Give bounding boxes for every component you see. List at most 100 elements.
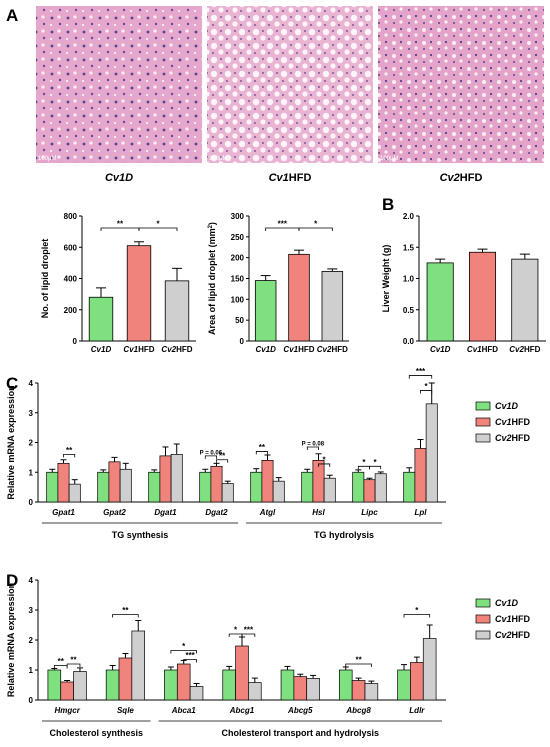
significance-bracket [241,633,256,637]
legend-label: Cv1HFD [495,614,531,624]
significance-bracket [298,227,333,231]
bar [47,669,62,701]
bar [321,271,344,342]
bar [351,680,366,701]
x-tick-label: Lpl [415,508,428,517]
bar [210,465,223,503]
bar [164,280,190,342]
significance-bracket [216,459,229,463]
y-axis-label: Relative mRNA expression [6,385,16,499]
bar [414,448,427,503]
legend-label: Cv1D [495,401,519,411]
x-tick-label: Atgl [259,508,276,517]
y-tick-label: 0.0 [403,337,415,346]
panel-label-b: B [382,195,394,214]
significance-label: * [314,220,318,229]
x-tick-label: Ldlr [409,706,425,715]
y-tick-label: 100 [231,295,245,304]
legend-label: Cv1D [495,598,519,608]
y-tick-label: 1 [29,468,34,477]
x-tick-label: Sqle [117,706,134,715]
bar [280,669,295,701]
group-label: TG hydrolysis [314,530,374,540]
bar [301,471,314,503]
significance-label: * [182,642,186,651]
bar [426,262,454,342]
x-tick-label: Abcg5 [287,706,313,715]
legend-swatch [475,598,491,608]
y-tick-label: 150 [231,275,245,284]
y-tick-label: 3 [29,606,34,615]
x-tick-label: Cv1D [91,345,112,354]
x-tick-label: Gpat1 [52,508,75,517]
significance-bracket [138,227,178,231]
y-tick-label: 300 [231,212,245,221]
significance-label: *** [244,626,254,635]
significance-label: * [425,382,429,391]
bar [131,630,146,701]
y-tick-label: 4 [29,379,34,388]
y-tick-label: 1.0 [403,275,415,284]
y-tick-label: 1.5 [403,243,415,252]
scale-label: 100μM [38,156,56,162]
bar [105,669,120,701]
group-label: Cholesterol synthesis [50,728,144,738]
x-tick-label: Hsl [312,508,325,517]
bar [176,663,191,701]
significance-bracket [112,614,139,618]
bar [108,461,121,503]
y-tick-label: 400 [64,275,78,284]
significance-bracket [63,454,76,458]
significance-bracket [403,614,431,618]
y-tick-label: 800 [64,212,78,221]
bar [272,480,285,503]
group-label: Cholesterol transport and hydrolysis [222,728,380,738]
micrograph-cv2hfd [378,6,544,163]
x-tick-label: Lipc [361,508,378,517]
legend-swatch [475,417,491,427]
x-tick-label: Abca1 [171,706,197,715]
significance-label: ** [122,606,129,615]
panel-label-d: D [6,571,18,590]
significance-bracket [420,390,433,394]
bar [338,669,353,701]
bar [410,662,424,701]
bar [60,681,74,701]
significance-bracket [408,375,433,379]
significance-label: * [323,455,327,464]
bar [352,471,365,503]
bar [261,460,274,503]
significance-label: ** [58,657,65,666]
bar [126,245,152,342]
legend-swatch [475,433,491,443]
bar [422,638,437,701]
legend-label: Cv2HFD [495,630,531,640]
significance-label: ** [66,446,73,455]
significance-label: ** [70,656,77,665]
bar [97,471,110,503]
legend-label: Cv1HFD [495,417,531,427]
scale-label: 100μM [380,156,398,162]
x-tick-label: Dgat1 [154,508,177,517]
bar [119,468,132,503]
bar [293,676,308,701]
significance-bracket [345,663,372,667]
y-tick-label: 200 [64,306,78,315]
significance-label: * [415,606,419,615]
micrograph-cv1d [36,6,202,163]
bar [189,686,204,701]
y-tick-label: 2.0 [403,212,415,221]
y-tick-label: 0 [73,337,78,346]
micrograph-cv1hfd [207,6,373,163]
bar [57,462,70,503]
panel-label-c: C [6,374,18,393]
bar [159,455,172,503]
significance-label: ** [259,443,266,452]
significance-label: * [156,220,160,229]
bar [222,669,236,701]
y-axis-label: Relative mRNA expression [6,583,16,697]
micrograph-title: Cv2HFD [440,172,483,184]
bar [374,473,387,503]
significance-label: *** [185,651,195,660]
